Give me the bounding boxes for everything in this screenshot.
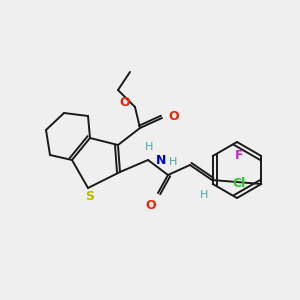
Text: H: H [169,157,177,167]
Text: S: S [85,190,94,202]
Text: H: H [145,142,153,152]
Text: H: H [200,190,208,200]
Text: Cl: Cl [232,177,246,190]
Text: O: O [119,95,130,109]
Text: F: F [235,149,243,162]
Text: N: N [156,154,166,167]
Text: O: O [168,110,178,122]
Text: O: O [146,199,156,212]
